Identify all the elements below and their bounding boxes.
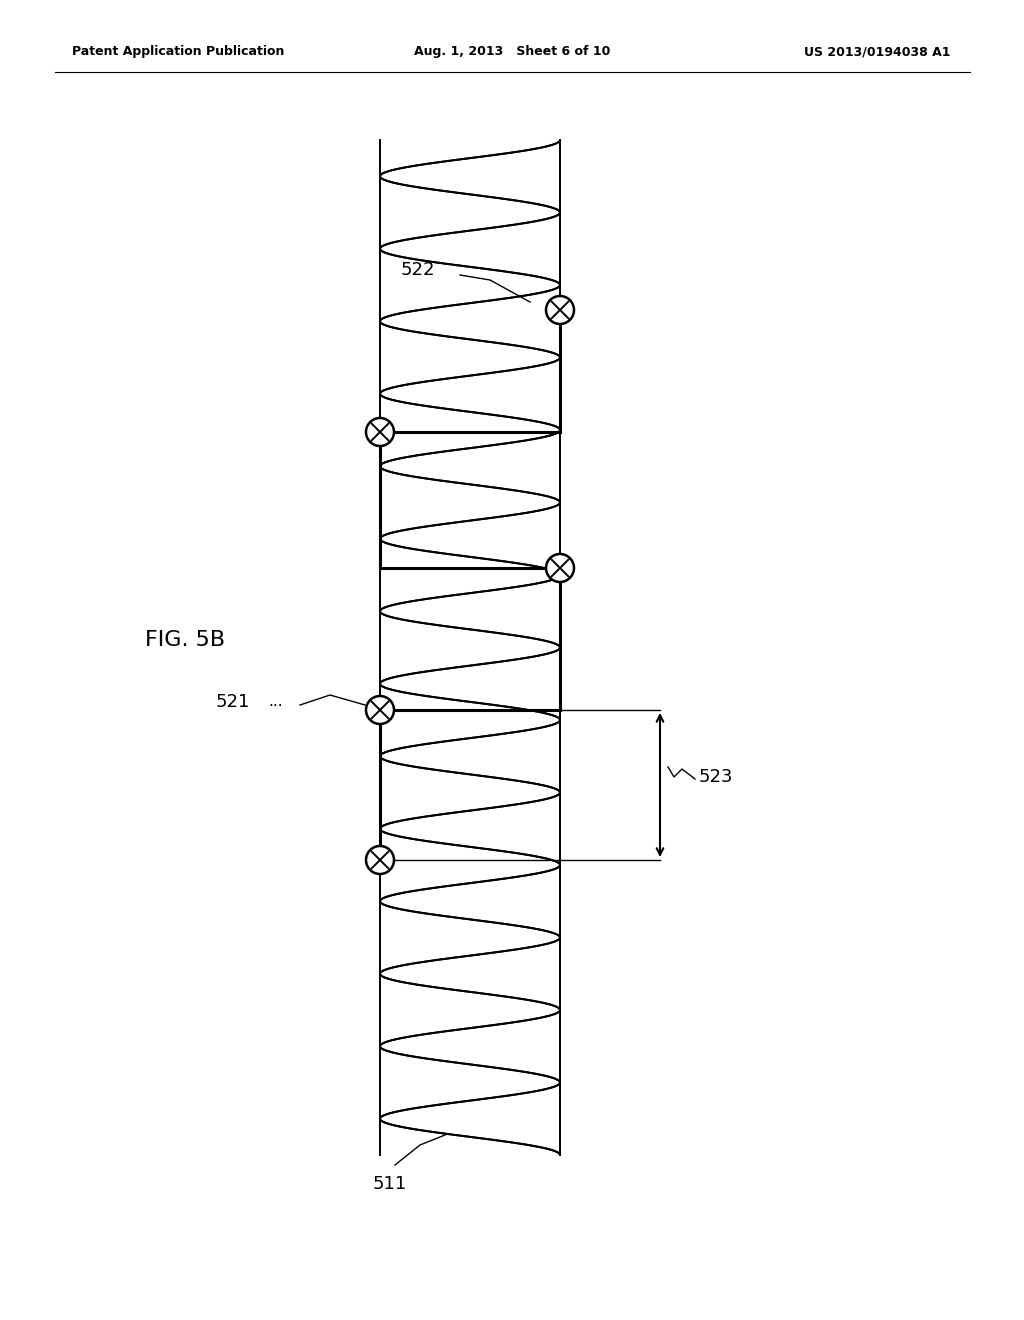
Text: Patent Application Publication: Patent Application Publication [72, 45, 285, 58]
Text: US 2013/0194038 A1: US 2013/0194038 A1 [804, 45, 950, 58]
Text: ...: ... [268, 694, 283, 710]
Text: 522: 522 [400, 261, 435, 279]
Circle shape [366, 418, 394, 446]
Text: 523: 523 [699, 768, 733, 785]
Circle shape [546, 296, 574, 323]
Text: Aug. 1, 2013   Sheet 6 of 10: Aug. 1, 2013 Sheet 6 of 10 [414, 45, 610, 58]
Text: 511: 511 [373, 1175, 408, 1193]
Text: FIG. 5B: FIG. 5B [145, 630, 225, 649]
Text: 521: 521 [216, 693, 250, 711]
Circle shape [366, 696, 394, 723]
Circle shape [546, 554, 574, 582]
Circle shape [366, 846, 394, 874]
